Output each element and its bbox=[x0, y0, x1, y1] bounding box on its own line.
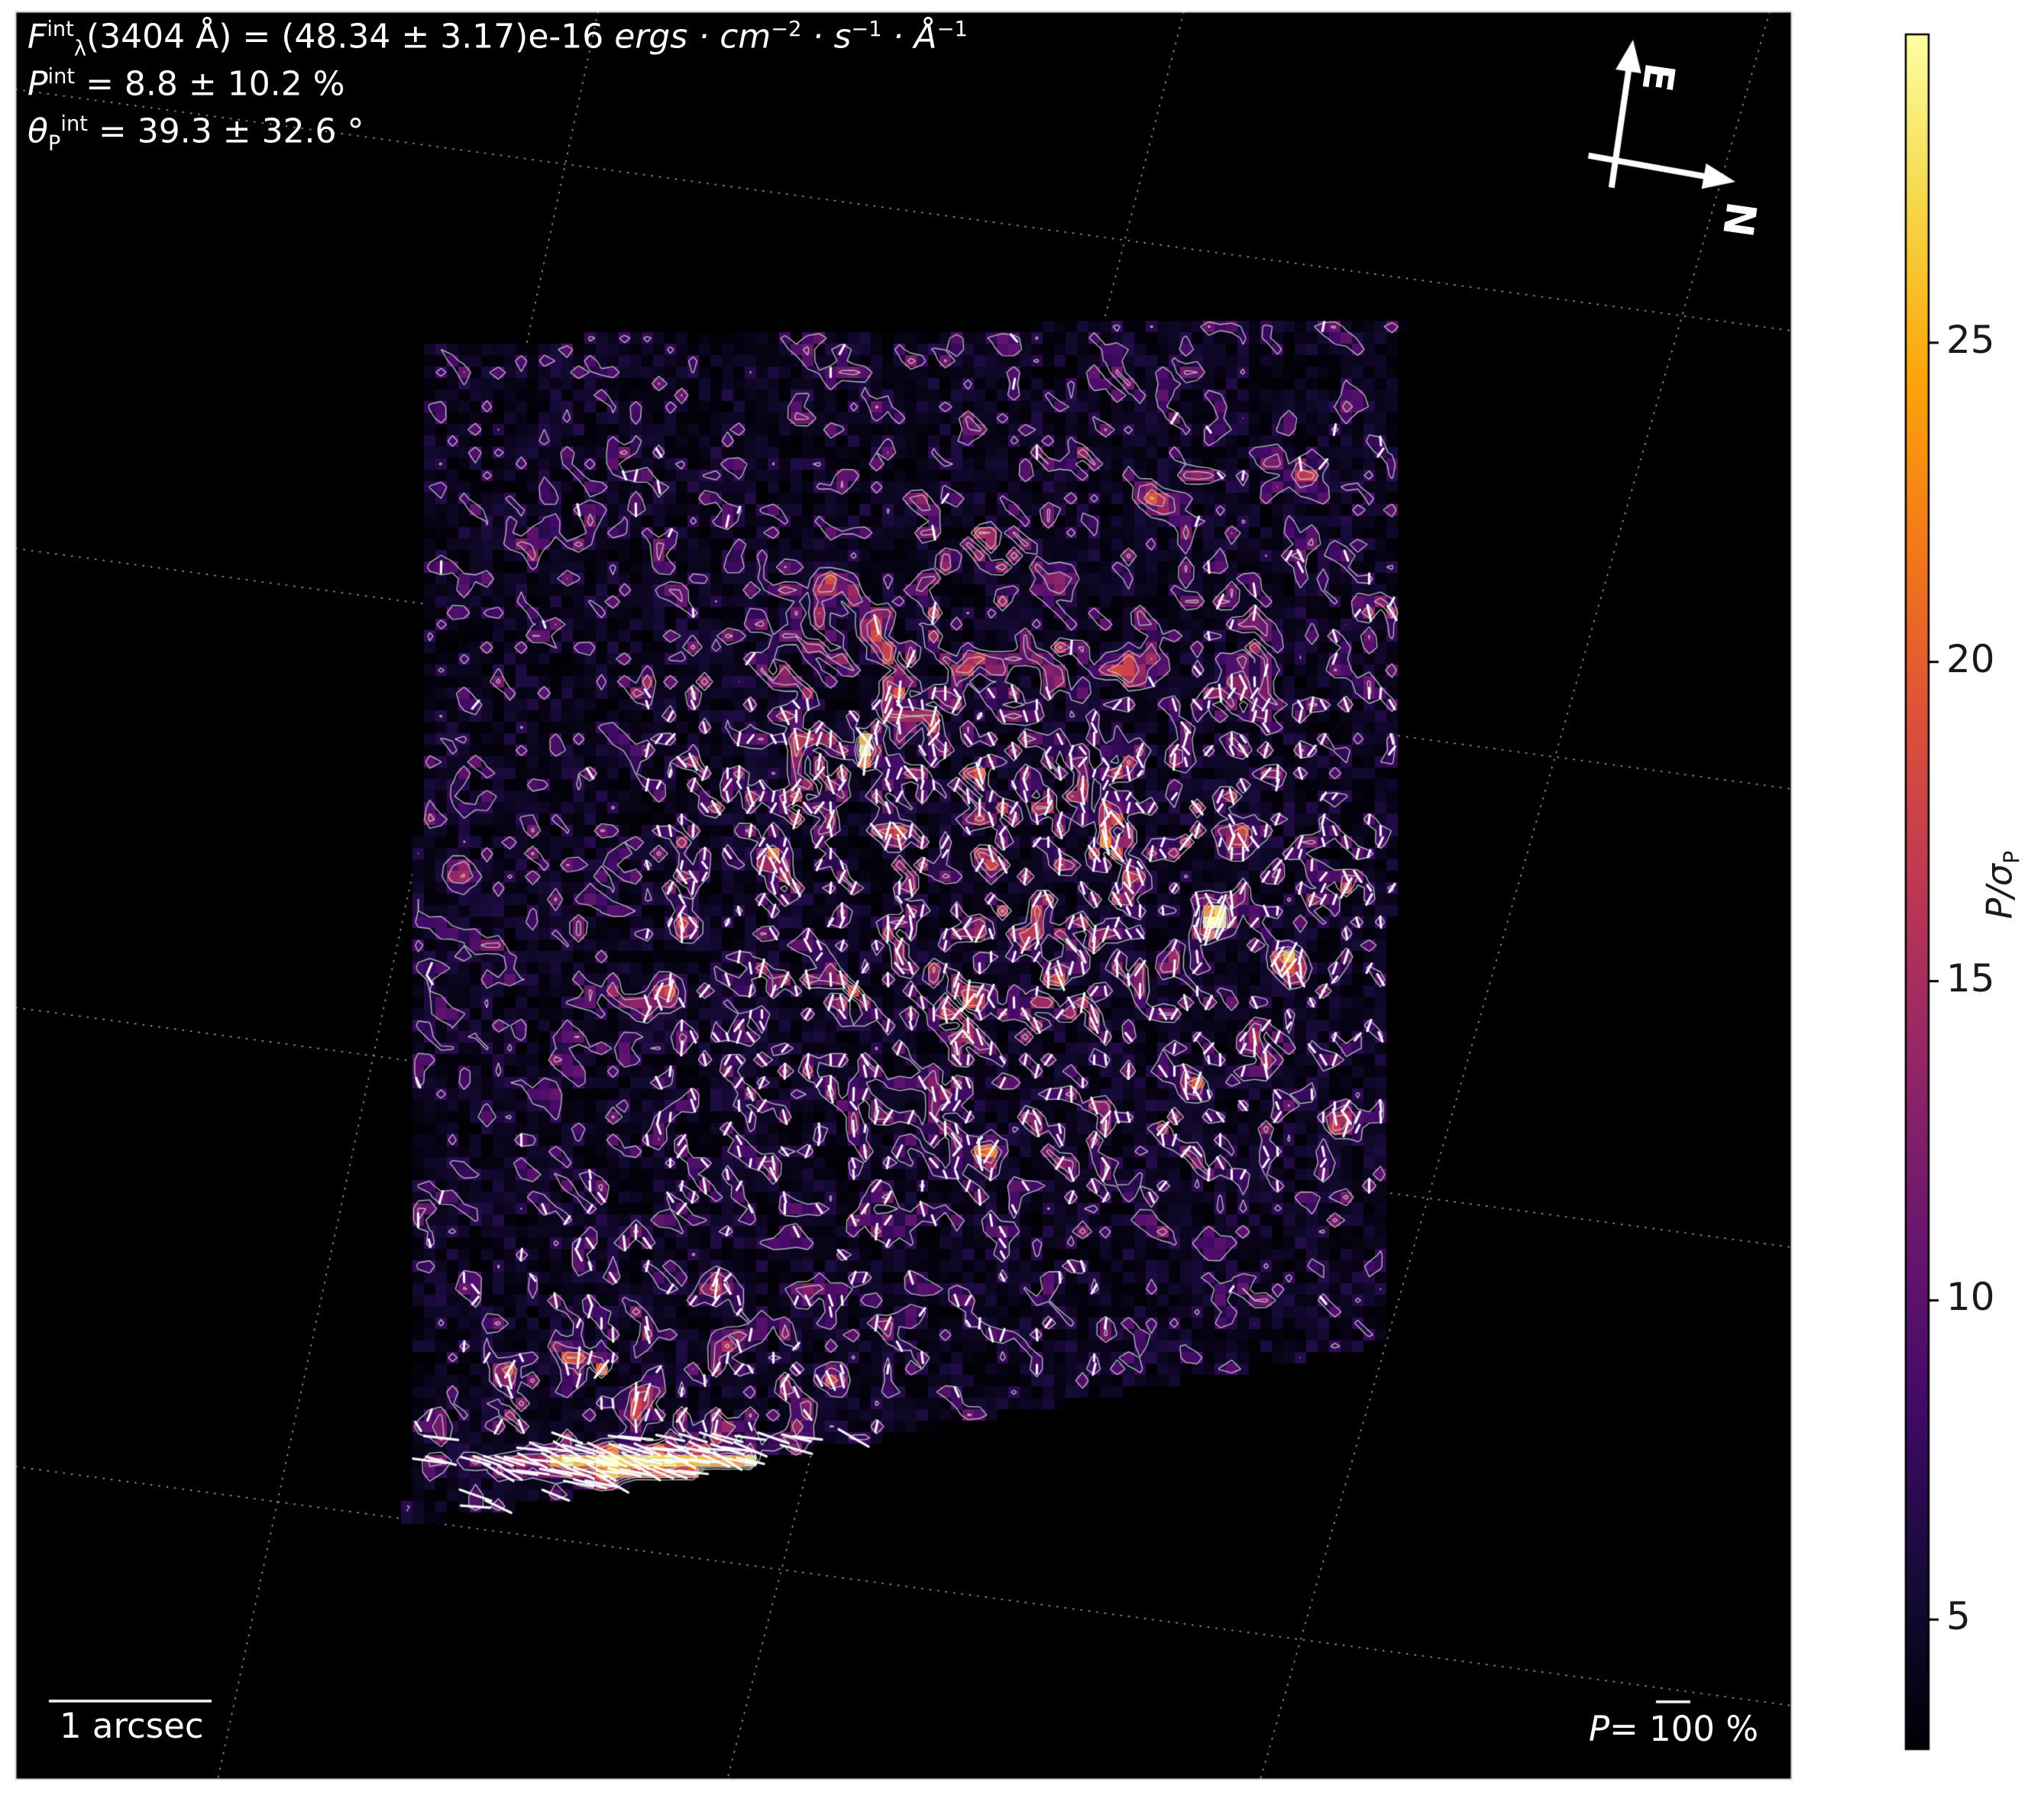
colorbar-tick-label: 5 bbox=[1946, 1594, 1971, 1639]
colorbar-axis-label: P/σP bbox=[1978, 850, 2025, 920]
vector-scale-label: P= 100 % bbox=[1589, 1709, 1759, 1749]
scalebar-label: 1 arcsec bbox=[60, 1706, 204, 1746]
angle-annotation: θPint = 39.3 ± 32.6 ° bbox=[27, 112, 364, 156]
colorbar-tick-label: 15 bbox=[1946, 956, 1995, 1001]
compass-north-label: N bbox=[1712, 199, 1766, 241]
colorbar-tick-label: 10 bbox=[1946, 1275, 1995, 1320]
flux-annotation: Fintλ(3404 Å) = (48.34 ± 3.17)e-16 ergs … bbox=[27, 17, 968, 61]
colorbar-tick-label: 25 bbox=[1946, 317, 1995, 362]
polarization-annotation: Pint = 8.8 ± 10.2 % bbox=[27, 64, 345, 104]
compass-east-label: E bbox=[1632, 60, 1684, 95]
colorbar-tick-label: 20 bbox=[1946, 636, 1995, 681]
